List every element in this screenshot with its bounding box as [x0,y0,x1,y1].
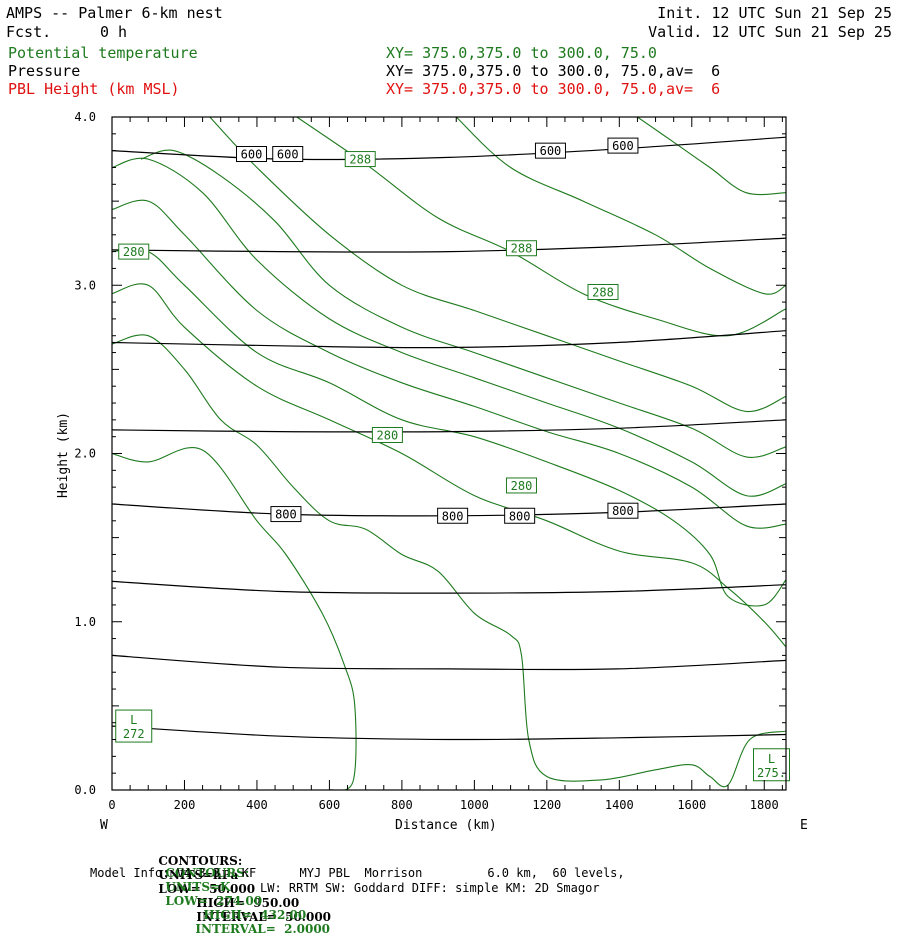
plot-frame [111,116,787,791]
theta-contour-label: 288 [587,283,619,300]
theta-contour-label: 288 [344,151,376,168]
theta-contour-line [112,199,786,529]
theta-contour-line [112,283,786,648]
contours-label: CONTOURS: [165,866,250,880]
x-tick-label: 0 [108,798,115,812]
contours-label: CONTOURS: [158,854,243,868]
fcst-label: Fcst. [6,23,52,41]
svg-text:600: 600 [540,144,562,158]
theta-contour-label: 280 [371,426,403,443]
model-title: AMPS -- Palmer 6-km nest [6,4,223,22]
svg-text:272: 272 [123,727,145,741]
y-tick-label: 2.0 [74,447,96,461]
pressure-contour-label: 600 [534,142,566,159]
contours-units: UNITS=hPa [158,868,239,882]
theta-contour-line [455,117,786,295]
pressure-contour-label: 600 [236,146,268,163]
y-tick-label: 0.0 [74,783,96,797]
pressure-contour-label: 600 [272,146,304,163]
x-tick-label: 1800 [750,798,779,812]
pressure-contour-line [112,419,786,433]
pressure-contour-label: 800 [437,507,469,524]
svg-text:600: 600 [612,139,634,153]
svg-text:280: 280 [377,428,399,442]
field-xy-pressure: XY= 375.0,375.0 to 300.0, 75.0,av= 6 [386,62,721,80]
theta-contour-line [112,157,786,497]
svg-text:800: 800 [275,508,297,522]
cross-section-chart: 600 600 600 600 800 800 800 800 288 280 288 288 280 2… [56,110,808,833]
pressure-contour-label: 800 [504,507,536,524]
x-axis-west-label: W [100,818,108,833]
x-tick-label: 600 [319,798,341,812]
svg-text:275.: 275. [757,766,786,780]
pressure-contour-label: 600 [607,137,639,154]
theta-contour-label: 288 [505,240,537,257]
x-tick-label: 1200 [532,798,561,812]
theta-contour-line [140,149,786,458]
theta-contour-line [209,117,786,412]
valid-time: Valid. 12 UTC Sun 21 Sep 25 [648,23,892,41]
theta-contour-line [637,117,786,196]
pressure-contour-line [112,580,786,594]
svg-text:L: L [768,752,775,766]
field-xy-pbl: XY= 375.0,375.0 to 300.0, 75.0,av= 6 [386,80,721,98]
axes: 0 200 400 600 800 1000 1200 1400 1600 1800 0.0 1.0 2… [74,110,786,812]
svg-text:288: 288 [349,153,371,167]
pressure-contour-line [112,237,786,253]
y-tick-label: 4.0 [74,110,96,124]
contours-low: LOW= 274.00 [165,894,263,908]
pressure-contour-label: 800 [607,502,639,519]
init-time: Init. 12 UTC Sun 21 Sep 25 [657,4,892,22]
svg-text:600: 600 [277,148,299,162]
svg-text:600: 600 [241,148,263,162]
contours-interval: INTERVAL= 2.0000 [195,922,331,936]
contours-low: LOW= 50.000 [158,882,256,896]
theta-contour-label: 280 [505,477,537,494]
theta-contours [112,117,786,790]
x-tick-label: 1400 [605,798,634,812]
x-axis-east-label: E [800,818,808,833]
theta-contour-line [112,248,786,607]
svg-text:288: 288 [592,285,614,299]
pressure-contour-label: 800 [270,506,302,523]
contour-labels: 600 600 600 600 800 800 800 800 288 280 288 288 280 2… [115,137,791,782]
fcst-value: 0 h [100,23,128,41]
pressure-contour-line [112,136,786,161]
field-name-pressure: Pressure [8,62,81,80]
y-tick-label: 1.0 [74,615,96,629]
theta-contour-line [112,447,357,790]
contours-high: HIGH= 432.00 [203,908,307,922]
model-info: Model Info: V4.3.3 KF MYJ PBL Morrison 6… [90,866,625,880]
pressure-contour-line [112,330,786,349]
y-axis-label: Height (km) [56,412,71,498]
model-info-physics: LW: RRTM SW: Goddard DIFF: simple KM: 2D… [260,881,600,895]
y-tick-label: 3.0 [74,278,96,292]
x-tick-label: 400 [246,798,268,812]
field-name-theta: Potential temperature [8,44,198,62]
svg-text:800: 800 [442,509,464,523]
x-tick-label: 200 [174,798,196,812]
x-tick-label: 1000 [460,798,489,812]
svg-text:L: L [130,713,137,727]
svg-text:288: 288 [511,242,533,256]
pressure-contours [112,136,786,741]
x-tick-label: 800 [391,798,413,812]
x-axis-label: Distance (km) [395,818,497,833]
contours-units: UNITS=K [165,880,231,894]
theta-contour-label: 280 [118,243,150,260]
svg-text:280: 280 [123,245,145,259]
field-xy-theta: XY= 375.0,375.0 to 300.0, 75.0 [386,44,657,62]
svg-text:800: 800 [509,509,531,523]
pressure-contour-line [112,725,786,741]
x-tick-label: 1600 [677,798,706,812]
pressure-contour-line [112,654,786,671]
theta-contour-line [112,334,786,788]
svg-text:800: 800 [612,504,634,518]
svg-text:280: 280 [511,479,533,493]
field-name-pbl: PBL Height (km MSL) [8,80,180,98]
